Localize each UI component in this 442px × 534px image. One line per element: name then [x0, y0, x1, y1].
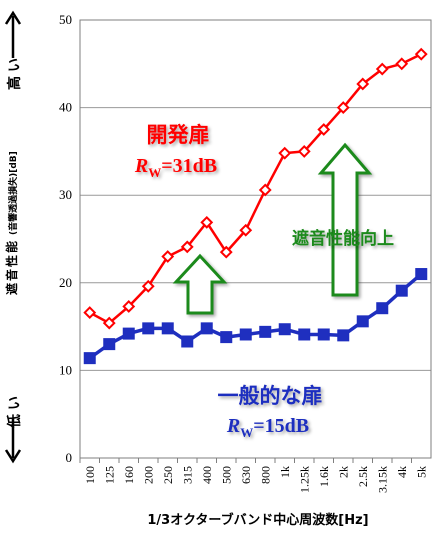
high-label: 高い — [6, 54, 23, 90]
down-arrow-icon — [4, 449, 22, 464]
x-tick-label: 250 — [161, 466, 175, 484]
x-tick-label: 5k — [414, 466, 428, 478]
data-point — [337, 329, 350, 342]
data-point — [258, 183, 272, 197]
x-tick-label: 2k — [336, 466, 350, 478]
series-layer — [83, 47, 428, 365]
y-tick-label: 0 — [66, 450, 73, 465]
data-point — [278, 146, 292, 160]
data-point — [356, 77, 370, 91]
series-label-developed-door: 開発扉 — [147, 123, 210, 147]
x-axis-ticks: 100 125 160 200 250 315 400 500 630 800 1k 1.25k 1.6… — [79, 458, 428, 493]
x-tick-label: 500 — [219, 466, 233, 484]
improvement-arrow-large — [317, 142, 373, 297]
y-axis-label-group: 高い 遮音性能(音響透過損失)[dB] 低い — [4, 10, 23, 464]
series-line — [88, 272, 423, 360]
data-point — [122, 300, 136, 313]
x-tick-label: 2.5k — [356, 466, 370, 487]
y-tick-label: 20 — [59, 275, 72, 290]
data-point — [200, 215, 214, 229]
data-point — [103, 338, 116, 351]
x-tick-label: 4k — [395, 466, 409, 478]
data-point — [83, 306, 97, 319]
data-point — [278, 323, 291, 336]
data-point — [239, 223, 253, 237]
y-axis-ticks: 0 10 20 30 40 50 — [59, 12, 72, 465]
data-point — [375, 62, 389, 76]
data-point — [414, 47, 428, 61]
data-point — [142, 322, 155, 335]
x-tick-label: 1k — [278, 466, 292, 478]
data-point — [395, 57, 409, 71]
x-tick-label: 200 — [141, 466, 155, 484]
data-point — [297, 144, 311, 158]
data-point — [259, 325, 272, 338]
data-point — [141, 279, 155, 293]
data-point — [161, 322, 174, 335]
up-arrow-icon — [4, 10, 22, 25]
x-tick-label: 800 — [258, 466, 272, 484]
y-tick-label: 50 — [59, 12, 72, 27]
x-tick-label: 100 — [83, 466, 97, 484]
data-point — [200, 322, 213, 335]
data-point — [415, 268, 428, 281]
data-point — [83, 352, 96, 365]
rating-ordinary-door: RW=15dB — [226, 415, 309, 440]
data-point — [336, 101, 350, 115]
x-tick-label: 630 — [239, 466, 253, 484]
data-point — [219, 245, 233, 259]
series-label-ordinary-door: 一般的な扉 — [218, 384, 323, 408]
low-label: 低い — [6, 392, 23, 429]
series-developed-door — [83, 47, 428, 330]
x-axis-label: 1/3オクターブバンド中心周波数[Hz] — [147, 512, 368, 528]
improvement-arrows — [172, 142, 373, 315]
data-point — [239, 328, 252, 341]
data-point — [317, 123, 331, 136]
data-point — [395, 284, 408, 297]
improvement-label: 遮音性能向上 — [292, 228, 394, 249]
data-point — [122, 327, 135, 340]
x-tick-label: 3.15k — [375, 466, 389, 493]
data-point — [102, 316, 116, 330]
data-point — [161, 250, 175, 263]
x-tick-label: 315 — [180, 466, 194, 484]
grid-lines — [80, 107, 431, 371]
data-point — [181, 335, 194, 348]
x-tick-label: 1.25k — [297, 466, 311, 493]
y-tick-label: 30 — [59, 187, 72, 202]
x-tick-label: 160 — [122, 466, 136, 484]
x-tick-label: 1.6k — [317, 466, 331, 487]
y-tick-label: 40 — [59, 100, 72, 115]
data-point — [376, 302, 389, 315]
y-axis-label: 遮音性能(音響透過損失)[dB] — [4, 151, 19, 295]
data-point — [180, 240, 194, 254]
improvement-arrow-small — [172, 253, 228, 315]
y-tick-label: 10 — [59, 362, 72, 377]
rating-developed-door: RW=31dB — [134, 155, 217, 180]
data-point — [220, 331, 233, 344]
data-point — [317, 328, 330, 341]
data-point — [298, 328, 311, 341]
x-tick-label: 125 — [102, 466, 116, 484]
data-point — [356, 315, 369, 328]
series-ordinary-door — [83, 268, 428, 365]
x-tick-label: 400 — [200, 466, 214, 484]
